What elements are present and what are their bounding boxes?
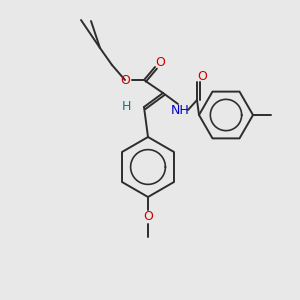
Text: NH: NH xyxy=(171,103,189,116)
Text: H: H xyxy=(121,100,131,113)
Text: O: O xyxy=(155,56,165,68)
Text: O: O xyxy=(120,74,130,86)
Text: O: O xyxy=(197,70,207,83)
Text: O: O xyxy=(143,211,153,224)
